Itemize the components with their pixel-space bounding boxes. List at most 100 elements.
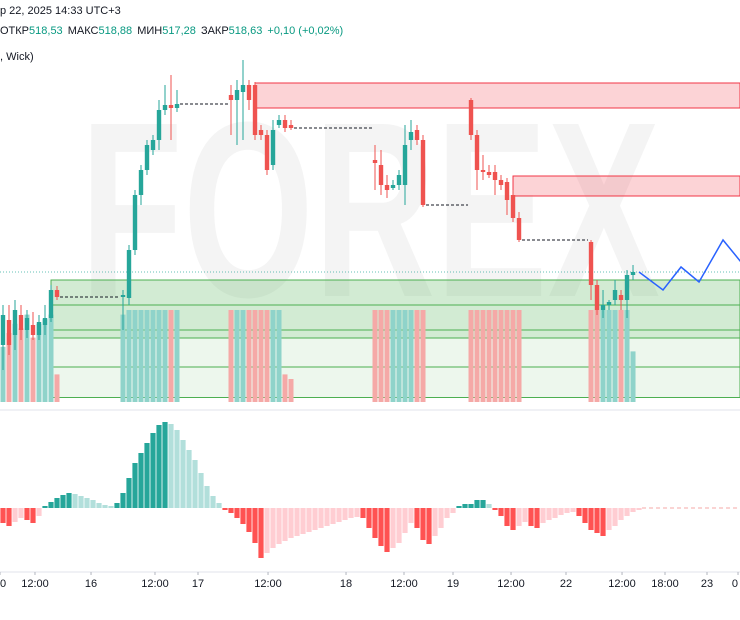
volume-bar xyxy=(600,310,606,402)
oscillator-bar xyxy=(456,506,462,508)
volume-bar xyxy=(408,310,414,402)
oscillator-bar xyxy=(78,496,84,508)
forecast-line xyxy=(638,238,740,292)
volume-bar xyxy=(396,310,402,402)
candle-body xyxy=(276,120,282,125)
volume-bar xyxy=(486,310,492,402)
oscillator-bar xyxy=(324,508,330,526)
oscillator-bar xyxy=(534,508,540,528)
oscillator-bar xyxy=(150,433,156,508)
oscillator-bar xyxy=(126,478,132,508)
oscillator-bar xyxy=(264,508,270,553)
indicator-text: , Wick) xyxy=(0,51,34,63)
x-tick-label: 12:00 xyxy=(21,578,49,590)
candle-body xyxy=(486,172,492,175)
volume-bar xyxy=(48,314,54,402)
volume-bar xyxy=(618,310,624,402)
oscillator-bar xyxy=(612,508,618,526)
candle-body xyxy=(600,305,606,310)
volume-bar xyxy=(258,310,264,402)
oscillator-bar xyxy=(396,508,402,543)
oscillator-bar xyxy=(636,508,642,510)
volume-bar xyxy=(18,328,24,402)
x-tick-label: 22 xyxy=(560,578,572,590)
volume-bar xyxy=(630,351,636,402)
oscillator-bar xyxy=(24,508,30,520)
x-tick-label: 12:00 xyxy=(497,578,525,590)
volume-bar xyxy=(492,310,498,402)
candle-body xyxy=(138,170,144,195)
oscillator-bar xyxy=(282,508,288,541)
oscillator-bar xyxy=(432,508,438,536)
volume-bar xyxy=(144,310,150,402)
candle-body xyxy=(270,130,276,165)
volume-bar xyxy=(30,337,36,402)
oscillator-bar xyxy=(84,498,90,508)
oscillator-bar xyxy=(48,502,54,508)
oscillator-bar xyxy=(300,508,306,534)
oscillator-bar xyxy=(546,508,552,520)
oscillator-bar xyxy=(630,508,636,512)
candle-body xyxy=(288,125,294,128)
watermark-group: FOREX xyxy=(80,70,660,349)
change: +0,10 (+0,02%) xyxy=(267,25,343,37)
candle-body xyxy=(624,275,630,300)
candle-body xyxy=(378,165,384,185)
oscillator-bar xyxy=(252,508,258,543)
x-tick-label: 17 xyxy=(192,578,204,590)
oscillator-bar xyxy=(390,508,396,548)
ohlc-value: 518,53 xyxy=(29,25,63,37)
volume-bar xyxy=(504,310,510,402)
candle-body xyxy=(30,325,36,335)
oscillator-bar xyxy=(162,422,168,508)
candle-body xyxy=(240,85,246,92)
oscillator-bar xyxy=(66,493,72,508)
oscillator-bar xyxy=(516,508,522,526)
oscillator-bar xyxy=(606,508,612,530)
candle-body xyxy=(492,172,498,180)
x-tick-label: 19 xyxy=(447,578,459,590)
candle-body xyxy=(168,105,174,108)
candle-body xyxy=(630,272,636,275)
volume-bar xyxy=(264,310,270,402)
oscillator-bar xyxy=(426,508,432,544)
ohlc-label: МИН xyxy=(137,25,162,37)
volume-bar xyxy=(612,310,618,402)
candle-body xyxy=(282,120,288,128)
oscillator-bar xyxy=(462,504,468,508)
volume-bar xyxy=(468,310,474,402)
volume-bar xyxy=(120,314,126,402)
candle-body xyxy=(606,302,612,305)
volume-bar xyxy=(414,310,420,402)
oscillator-bar xyxy=(582,508,588,523)
x-tick-label: 23 xyxy=(701,578,713,590)
oscillator-bar xyxy=(228,508,234,513)
volume-bar xyxy=(42,319,48,402)
candle-body xyxy=(390,185,396,188)
candle-body xyxy=(18,315,24,330)
candle-body xyxy=(468,100,474,135)
volume-bar xyxy=(498,310,504,402)
oscillator-bar xyxy=(342,508,348,520)
candle-body xyxy=(246,85,252,100)
watermark: FOREX xyxy=(80,70,660,349)
volume-bar xyxy=(126,310,132,402)
x-tick-label: 12:00 xyxy=(390,578,418,590)
volume-bar xyxy=(54,374,60,402)
oscillator-bar xyxy=(486,504,492,508)
volume-bar xyxy=(510,310,516,402)
volume-bar xyxy=(372,310,378,402)
volume-bar xyxy=(174,310,180,402)
oscillator-bar xyxy=(210,496,216,508)
ohlc-label: МАКС xyxy=(68,25,99,37)
candle-body xyxy=(588,242,594,285)
oscillator-bar xyxy=(498,508,504,516)
oscillator-bar xyxy=(438,508,444,528)
oscillator-bar xyxy=(366,508,372,528)
candle-body xyxy=(162,105,168,110)
oscillator-bar xyxy=(480,500,486,508)
oscillator-bar xyxy=(576,508,582,516)
volume-bar xyxy=(282,374,288,402)
oscillator-bar xyxy=(450,508,456,513)
